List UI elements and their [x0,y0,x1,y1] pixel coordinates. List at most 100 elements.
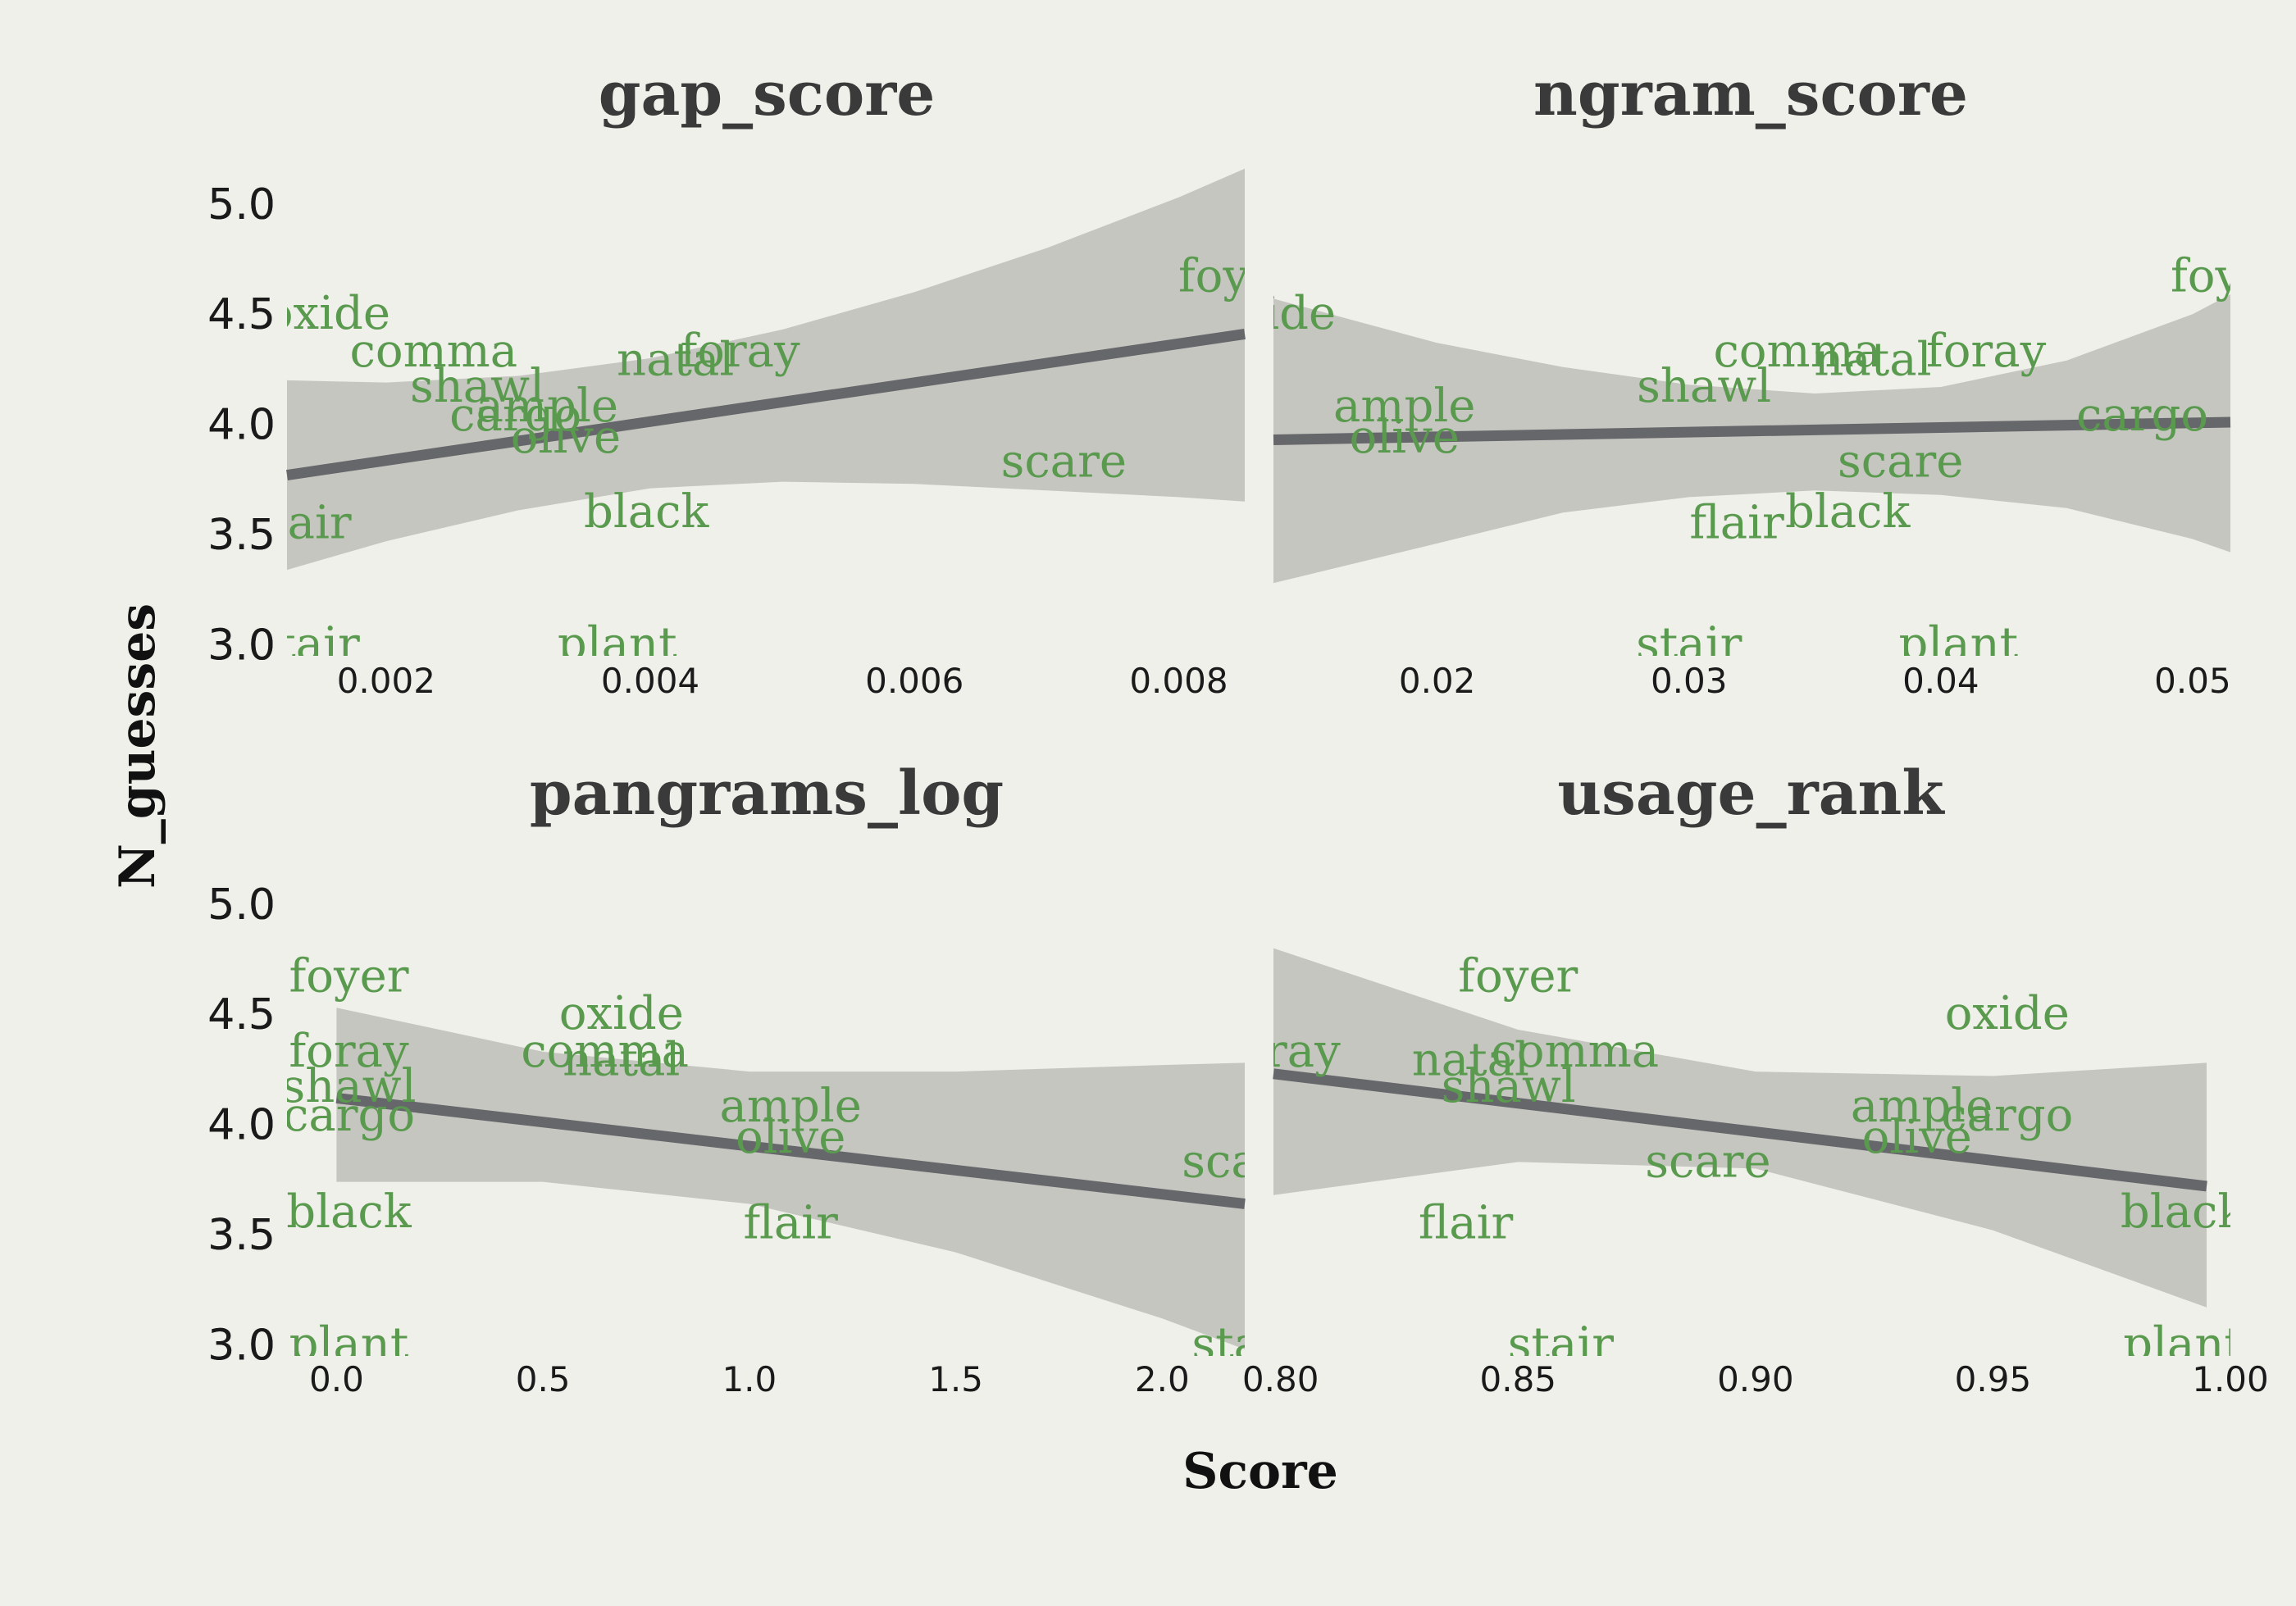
y-tick-label: 4.0 [207,1101,276,1150]
x-tick-label: 0.004 [601,661,699,701]
point-label-natal: natal [617,334,734,387]
point-label-ample: ample [720,1080,862,1133]
point-label-foyer: foyer [1458,950,1578,1003]
point-label-black: black [286,1185,412,1239]
y-axis-label: N_guesses [109,603,166,889]
point-label-cargo: cargo [2076,389,2208,442]
point-label-ample: ample [1851,1080,1993,1133]
y-tick-label: 5.0 [207,880,276,930]
panel-usage_rank: usage_rank 3.0 3.5 4.0 4.5 5.0 0.80 0.85 0.90 0.9… [207,758,2268,1399]
y-tick-label: 4.5 [207,290,276,339]
point-label-foray: foray [1926,325,2047,378]
x-tick-label: 0.03 [1651,661,1728,701]
point-label-olive: olive [736,1111,845,1164]
x-tick-label: 0.05 [2154,661,2231,701]
y-tick-label: 3.0 [207,1322,276,1371]
point-label-ample: ample [1333,380,1475,433]
point-label-ample: ample [476,380,618,433]
point-label-foray: foray [680,325,800,378]
point-label-foyer: foyer [1178,250,1298,303]
confidence-band [287,168,1245,571]
x-tick-label: 1.0 [722,1359,777,1399]
point-label-flair: flair [1689,497,1784,550]
panel-title: ngram_score [1533,59,1968,130]
confidence-band [336,1008,1245,1349]
x-tick-label: 0.04 [1902,661,1979,701]
panel-pangrams_log: pangrams_log 3.0 3.5 4.0 4.5 5.0 0.0 0.5 1.0 1.5 2… [207,758,1307,1399]
y-tick-label: 4.0 [207,1101,276,1150]
point-label-flair: flair [743,1197,838,1250]
point-label-foyer: foyer [289,950,409,1003]
point-label-plant: plant [289,1318,409,1372]
point-label-black: black [1785,485,1911,539]
panels: gap_score 3.0 3.5 4.0 4.5 5.0 0.002 0.004 0.006 0… [207,59,2290,1399]
point-label-oxide: oxide [1945,987,2070,1040]
y-tick-label: 4.5 [207,990,276,1040]
x-tick-label: 1.00 [2192,1359,2269,1399]
x-tick-label: 0.5 [516,1359,571,1399]
x-tick-label: 0.90 [1717,1359,1794,1399]
y-tick-label: 5.0 [207,180,276,230]
x-tick-label: 0.02 [1399,661,1476,701]
point-label-olive: olive [1350,411,1460,464]
y-tick-label: 3.0 [207,621,276,671]
point-label-oxide: oxide [266,287,390,340]
x-tick-label: 0.0 [309,1359,364,1399]
panel-gap_score: gap_score 3.0 3.5 4.0 4.5 5.0 0.002 0.004 0.006 0… [207,59,1298,701]
point-label-cargo: cargo [449,389,581,442]
point-label-black: black [584,485,710,539]
y-tick-label: 3.5 [207,511,276,560]
point-label-comma: comma [1491,1025,1659,1078]
y-tick-label: 4.0 [207,401,276,450]
confidence-band [1273,294,2230,584]
panel-title: pangrams_log [530,758,1004,829]
point-label-scare: scare [1838,434,1963,488]
x-tick-label: 2.0 [1135,1359,1190,1399]
panel-ngram_score: ngram_score 3.0 3.5 4.0 4.5 5.0 0.02 0.03 0.04 0.… [207,59,2290,701]
point-label-comma: comma [349,325,517,378]
point-label-oxide: oxide [1211,287,1336,340]
point-label-foray: foray [289,1025,409,1078]
point-label-natal: natal [563,1034,680,1087]
point-label-oxide: oxide [559,987,684,1040]
regression-line [335,1092,1246,1209]
y-tick-label: 3.0 [207,1322,276,1371]
point-label-scare: scare [1001,434,1127,488]
y-tick-label: 4.5 [207,990,276,1040]
point-label-comma: comma [521,1025,689,1078]
point-label-plant: plant [1898,618,2018,671]
x-tick-label: 0.80 [1242,1359,1319,1399]
y-tick-label: 5.0 [207,180,276,230]
point-label-olive: olive [511,411,621,464]
x-tick-label: 0.006 [865,661,963,701]
point-label-scare: scare [1182,1135,1307,1188]
point-label-shawl: shawl [1637,360,1771,413]
point-label-flair: flair [257,497,352,550]
x-tick-label: 0.85 [1480,1359,1557,1399]
x-tick-label: 0.008 [1129,661,1228,701]
point-label-stair: stair [1636,618,1742,671]
point-label-natal: natal [1814,334,1931,387]
y-tick-label: 3.5 [207,1211,276,1260]
point-label-shawl: shawl [281,1060,416,1113]
point-label-comma: comma [1713,325,1881,378]
x-tick-label: 1.5 [928,1359,983,1399]
point-label-shawl: shawl [1442,1060,1576,1113]
point-label-scare: scare [1645,1135,1770,1188]
point-label-cargo: cargo [1941,1089,2073,1142]
point-label-natal: natal [1412,1034,1529,1087]
y-tick-label: 4.5 [207,290,276,339]
point-label-stair: stair [254,618,361,671]
regression-line [1273,416,2231,445]
y-tick-label: 4.0 [207,401,276,450]
y-tick-label: 3.5 [207,1211,276,1260]
y-tick-label: 3.0 [207,621,276,671]
point-label-black: black [2121,1185,2247,1239]
x-axis-label: Score [1182,1443,1338,1500]
point-label-foyer: foyer [2171,250,2290,303]
